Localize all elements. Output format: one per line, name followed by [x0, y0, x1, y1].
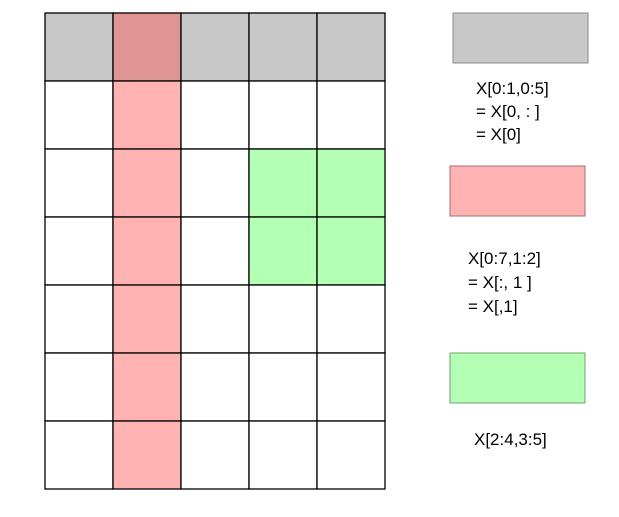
block-slice-label-line1: X[2:4,3:5]: [474, 430, 547, 449]
matrix-cell-r1-c1: [112, 80, 182, 150]
column-slice-label-line3: = X[,1]: [468, 297, 518, 316]
matrix-cell-r2-c0: [44, 148, 114, 218]
matrix-cell-r0-c3: [248, 12, 318, 82]
row-slice-label-line1: X[0:1,0:5]: [476, 79, 549, 98]
matrix-cell-r2-c4: [316, 148, 386, 218]
matrix-cell-r4-c4: [316, 284, 386, 354]
matrix-cell-r0-c0: [44, 12, 114, 82]
matrix-cell-r6-c2: [180, 420, 250, 490]
matrix-cell-r4-c1: [112, 284, 182, 354]
matrix-cell-r5-c0: [44, 352, 114, 422]
matrix-grid: [44, 12, 386, 490]
matrix-cell-r5-c2: [180, 352, 250, 422]
matrix-cell-r5-c4: [316, 352, 386, 422]
matrix-cell-r3-c1: [112, 216, 182, 286]
matrix-cell-r6-c0: [44, 420, 114, 490]
matrix-cell-r0-c4: [316, 12, 386, 82]
matrix-cell-r5-c1: [112, 352, 182, 422]
matrix-cell-r4-c2: [180, 284, 250, 354]
row-slice-label-line3: = X[0]: [476, 125, 521, 144]
matrix-cell-r6-c1: [112, 420, 182, 490]
matrix-cell-r0-c2: [180, 12, 250, 82]
matrix-cell-r3-c4: [316, 216, 386, 286]
matrix-cell-r3-c2: [180, 216, 250, 286]
matrix-cell-r0-c1: [112, 12, 182, 82]
column-slice-swatch: [449, 165, 586, 217]
matrix-cell-r4-c3: [248, 284, 318, 354]
matrix-cell-r6-c4: [316, 420, 386, 490]
block-slice-swatch: [449, 352, 586, 404]
matrix-cell-r1-c4: [316, 80, 386, 150]
matrix-cell-r5-c3: [248, 352, 318, 422]
column-slice-label-line1: X[0:7,1:2]: [468, 249, 541, 268]
matrix-cell-r1-c0: [44, 80, 114, 150]
matrix-cell-r4-c0: [44, 284, 114, 354]
matrix-cell-r3-c3: [248, 216, 318, 286]
matrix-cell-r3-c0: [44, 216, 114, 286]
legend-swatches: [449, 12, 589, 404]
column-slice-label-line2: = X[:, 1 ]: [468, 273, 532, 292]
matrix-cell-r2-c3: [248, 148, 318, 218]
matrix-cell-r6-c3: [248, 420, 318, 490]
matrix-cell-r2-c1: [112, 148, 182, 218]
matrix-cell-r2-c2: [180, 148, 250, 218]
row-slice-label-line2: = X[0, : ]: [476, 102, 540, 121]
row-slice-swatch: [452, 12, 589, 64]
matrix-cell-r1-c3: [248, 80, 318, 150]
matrix-cell-r1-c2: [180, 80, 250, 150]
